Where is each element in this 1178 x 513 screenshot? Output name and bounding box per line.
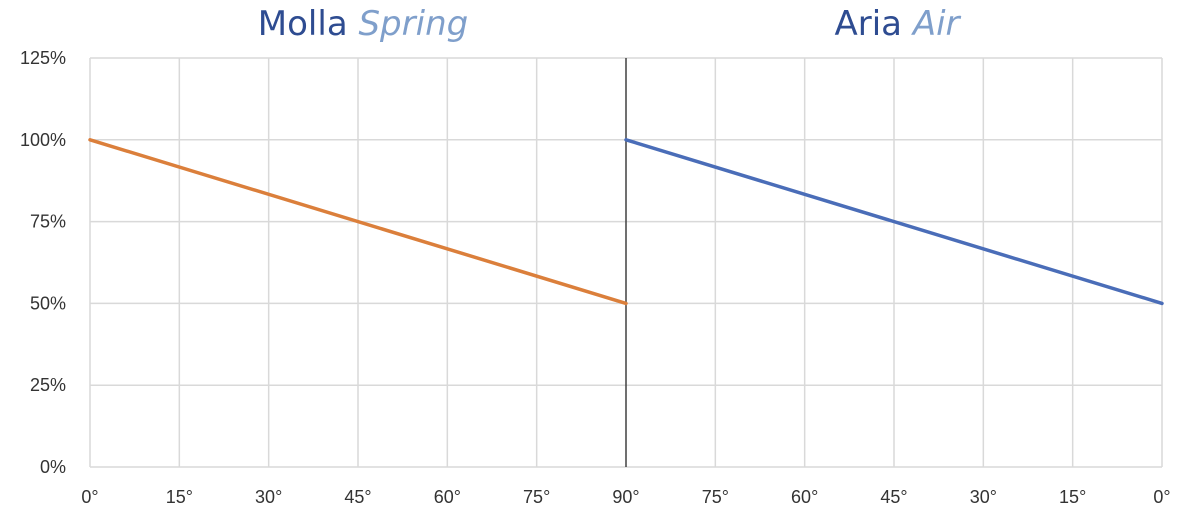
x-tick-label: 45° [880, 487, 907, 507]
x-tick-label: 15° [1059, 487, 1086, 507]
x-tick-label: 15° [166, 487, 193, 507]
y-tick-label: 50% [30, 293, 66, 313]
title-air-sub: Air [912, 4, 960, 44]
x-tick-label: 0° [81, 487, 98, 507]
x-tick-label: 75° [702, 487, 729, 507]
title-spring-sub: Spring [358, 4, 469, 44]
title-spring-main: Molla [257, 4, 348, 44]
x-tick-label: 90° [612, 487, 639, 507]
x-tick-label: 30° [255, 487, 282, 507]
x-tick-label: 45° [344, 487, 371, 507]
x-tick-label: 30° [970, 487, 997, 507]
x-tick-label: 75° [523, 487, 550, 507]
chart-title-spring: Molla Spring [258, 2, 468, 46]
y-tick-label: 25% [30, 375, 66, 395]
x-tick-label: 60° [791, 487, 818, 507]
chart-title-air: Aria Air [834, 2, 959, 46]
title-air-main: Aria [834, 4, 903, 44]
series-line-spring [88, 138, 628, 306]
y-tick-label: 125% [20, 48, 66, 68]
x-tick-label: 60° [434, 487, 461, 507]
x-tick-label: 0° [1153, 487, 1170, 507]
y-tick-label: 0% [40, 457, 66, 477]
y-tick-label: 100% [20, 130, 66, 150]
series-line-air [624, 138, 1164, 306]
y-tick-label: 75% [30, 212, 66, 232]
